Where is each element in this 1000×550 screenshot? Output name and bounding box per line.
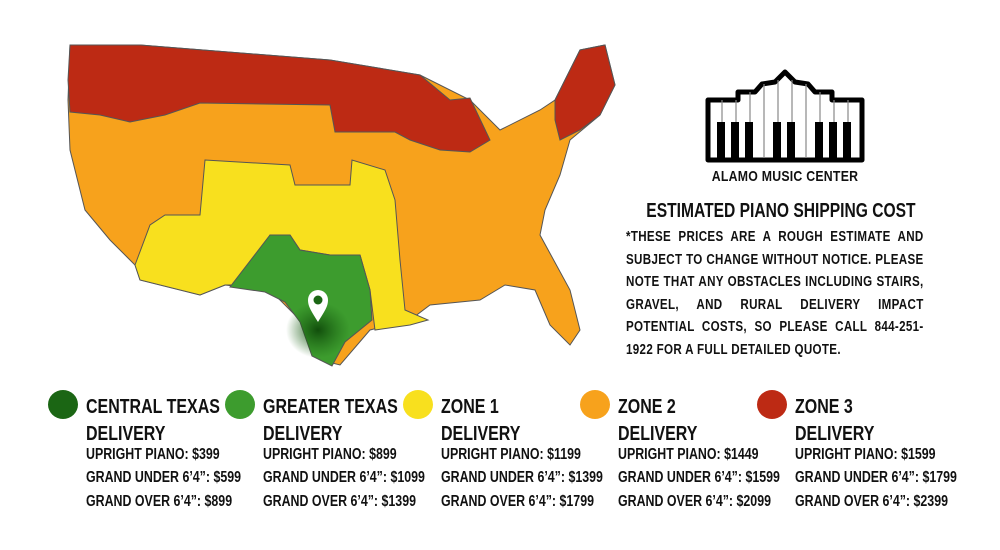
location-pin-icon xyxy=(308,290,328,322)
zone-title-line2: DELIVERY xyxy=(618,423,698,445)
zone-title: ZONE 1 DELIVERY xyxy=(441,394,617,448)
zone-title: CENTRAL TEXAS DELIVERY xyxy=(86,394,262,448)
brand-name: ALAMO MUSIC CENTER xyxy=(711,168,859,185)
upright-price: UPRIGHT PIANO: $1599 xyxy=(795,446,936,463)
grand-over-price: GRAND OVER 6’4”: $899 xyxy=(86,493,233,510)
grand-under-price: GRAND UNDER 6’4”: $599 xyxy=(86,469,242,486)
zone-title-line1: CENTRAL TEXAS xyxy=(86,396,220,418)
zone-3-north-region xyxy=(67,44,491,153)
grand-over-price: GRAND OVER 6’4”: $1399 xyxy=(263,493,416,510)
upright-price: UPRIGHT PIANO: $1449 xyxy=(618,446,759,463)
grand-over-price: GRAND OVER 6’4”: $2099 xyxy=(618,493,771,510)
zone-title: ZONE 2 DELIVERY xyxy=(618,394,794,448)
zone-title: GREATER TEXAS DELIVERY xyxy=(263,394,439,448)
zone-title-line1: ZONE 1 xyxy=(441,396,499,418)
grand-under-price: GRAND UNDER 6’4”: $1799 xyxy=(795,469,957,486)
page-title: ESTIMATED PIANO SHIPPING COST xyxy=(646,200,916,222)
upright-price: UPRIGHT PIANO: $1199 xyxy=(441,446,581,463)
zone-title-line2: DELIVERY xyxy=(86,423,166,445)
grand-under-price: GRAND UNDER 6’4”: $1099 xyxy=(263,469,425,486)
upright-price: UPRIGHT PIANO: $399 xyxy=(86,446,220,463)
us-shipping-zone-map xyxy=(67,44,616,367)
zone-title-line2: DELIVERY xyxy=(441,423,521,445)
upright-price: UPRIGHT PIANO: $899 xyxy=(263,446,397,463)
alamo-music-center-logo xyxy=(705,69,865,163)
zone-title-line1: ZONE 3 xyxy=(795,396,853,418)
zone-title: ZONE 3 DELIVERY xyxy=(795,394,971,448)
grand-over-price: GRAND OVER 6’4”: $1799 xyxy=(441,493,594,510)
zone-color-dot xyxy=(403,390,433,419)
zone-color-dot xyxy=(48,390,78,419)
zone-title-line2: DELIVERY xyxy=(795,423,875,445)
zone-color-dot xyxy=(757,390,787,419)
central-texas-region xyxy=(286,302,350,358)
grand-under-price: GRAND UNDER 6’4”: $1599 xyxy=(618,469,780,486)
zone-title-line1: ZONE 2 xyxy=(618,396,676,418)
zone-3-northeast-region xyxy=(554,44,616,141)
zone-color-dot xyxy=(580,390,610,419)
zone-title-line2: DELIVERY xyxy=(263,423,343,445)
zone-color-dot xyxy=(225,390,255,419)
grand-under-price: GRAND UNDER 6’4”: $1399 xyxy=(441,469,603,486)
zone-title-line1: GREATER TEXAS xyxy=(263,396,398,418)
grand-over-price: GRAND OVER 6’4”: $2399 xyxy=(795,493,948,510)
disclaimer-note: *THESE PRICES ARE A ROUGH ESTIMATE AND S… xyxy=(626,229,924,358)
